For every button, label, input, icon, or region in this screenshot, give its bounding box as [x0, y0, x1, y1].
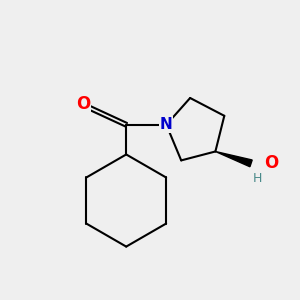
Text: O: O [76, 95, 90, 113]
Text: O: O [264, 154, 279, 172]
Polygon shape [215, 152, 252, 167]
Text: H: H [252, 172, 262, 185]
Text: N: N [160, 117, 173, 132]
